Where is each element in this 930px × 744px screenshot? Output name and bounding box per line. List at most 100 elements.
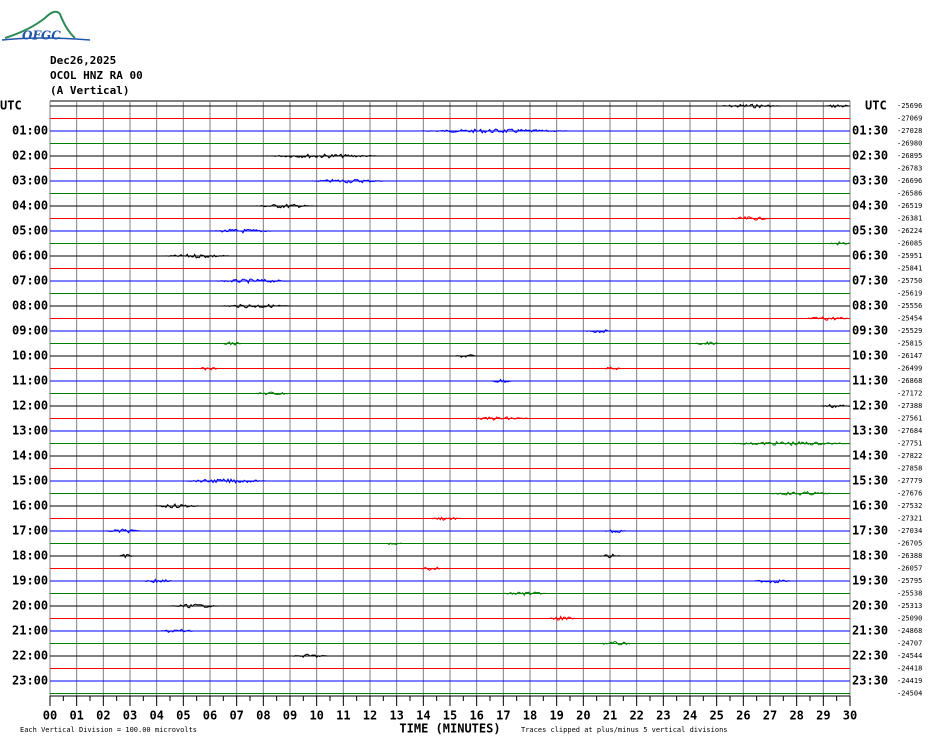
x-tick-label: 17 [496,709,510,723]
x-tick-label: 14 [416,709,430,723]
seismic-event [311,178,386,184]
seismic-event [730,215,771,221]
x-tick-label: 28 [789,709,803,723]
trace-offset: -26519 [897,202,922,210]
right-time-label: 08:30 [852,299,888,313]
seismic-event [420,128,570,134]
left-time-label: 19:00 [12,574,48,588]
trace-offset: -27034 [897,527,922,535]
trace-offset: -26705 [897,540,922,548]
left-time-label: 16:00 [12,499,48,513]
left-time-label: 22:00 [12,649,48,663]
component: (A Vertical) [50,84,129,97]
trace-offset: -27561 [897,415,922,423]
x-tick-label: 21 [603,709,617,723]
trace-offset: -26224 [897,227,922,235]
right-time-label: 21:30 [852,624,888,638]
left-time-label: 23:00 [12,674,48,688]
x-tick-label: 23 [656,709,670,723]
trace-offset: -26388 [897,552,922,560]
right-time-label: 16:30 [852,499,888,513]
clip-note: Traces clipped at plus/minus 5 vertical … [521,726,728,734]
trace-offset: -26147 [897,352,922,360]
x-tick-label: 16 [469,709,483,723]
x-tick-label: 26 [736,709,750,723]
seismic-event [292,653,328,659]
seismic-event [119,553,133,559]
seismic-event [719,103,781,109]
right-time-label: 12:30 [852,399,888,413]
x-tick-label: 02 [96,709,110,723]
right-time-label: 05:30 [852,224,888,238]
trace-offset: -25529 [897,327,922,335]
logo-arc [4,10,76,39]
x-tick-label: 08 [256,709,270,723]
right-time-label: 15:30 [852,474,888,488]
x-tick-label: 09 [283,709,297,723]
right-time-label: 10:30 [852,349,888,363]
trace-offset: -26381 [897,215,922,223]
right-time-label: 20:30 [852,599,888,613]
x-tick-label: 29 [816,709,830,723]
right-time-label: 01:30 [852,124,888,138]
seismic-event [503,591,547,597]
trace-offset: -27532 [897,502,922,510]
seismic-event [164,253,232,259]
right-time-label: 18:30 [852,549,888,563]
seismic-event [548,615,576,621]
trace-offset: -26868 [897,377,922,385]
trace-offset: -24504 [897,690,922,698]
right-time-label: 04:30 [852,199,888,213]
x-tick-label: 07 [229,709,243,723]
trace-offset: -25454 [897,315,922,323]
left-time-label: 07:00 [12,274,48,288]
right-time-label: 06:30 [852,249,888,263]
x-tick-label: 13 [389,709,403,723]
right-time-label: 07:30 [852,274,888,288]
right-time-label: 02:30 [852,149,888,163]
x-tick-label: 01 [69,709,83,723]
right-time-label: 17:30 [852,524,888,538]
seismic-event [220,303,290,309]
x-tick-label: 12 [363,709,377,723]
logo-line [1,37,91,41]
right-time-label: UTC [865,99,887,113]
trace-offset: -26085 [897,240,922,248]
x-tick-label: 30 [843,709,857,723]
trace-offset: -25841 [897,265,922,273]
x-tick-label: 06 [203,709,217,723]
seismic-event [386,542,403,546]
left-time-label: 13:00 [12,424,48,438]
trace-offset: -25556 [897,302,922,310]
left-time-label: 17:00 [12,524,48,538]
trace-offset: -24418 [897,665,922,673]
x-tick-label: 20 [576,709,590,723]
right-time-label: 03:30 [852,174,888,188]
trace-offset: -27676 [897,490,922,498]
trace-offset: -27779 [897,477,922,485]
seismic-event [490,378,512,384]
trace-offset: -25951 [897,252,922,260]
right-time-label: 19:30 [852,574,888,588]
left-time-label: 06:00 [12,249,48,263]
seismic-event [255,391,290,396]
trace-offset: -27321 [897,515,922,523]
right-time-label: 13:30 [852,424,888,438]
left-time-label: 08:00 [12,299,48,313]
left-time-label: 02:00 [12,149,48,163]
trace-offset: -26980 [897,140,922,148]
seismic-event [159,628,194,633]
x-tick-label: 15 [443,709,457,723]
station: OCOL HNZ RA 00 [50,69,143,82]
seismic-event [753,579,792,584]
seismic-event [143,578,173,584]
x-tick-label: 10 [309,709,323,723]
date: Dec26,2025 [50,54,116,67]
left-time-label: 04:00 [12,199,48,213]
trace-offset: -26586 [897,190,922,198]
seismic-event [729,440,851,447]
seismic-event [695,340,720,346]
trace-offset: -24868 [897,627,922,635]
x-axis-label: TIME (MINUTES) [399,722,500,736]
